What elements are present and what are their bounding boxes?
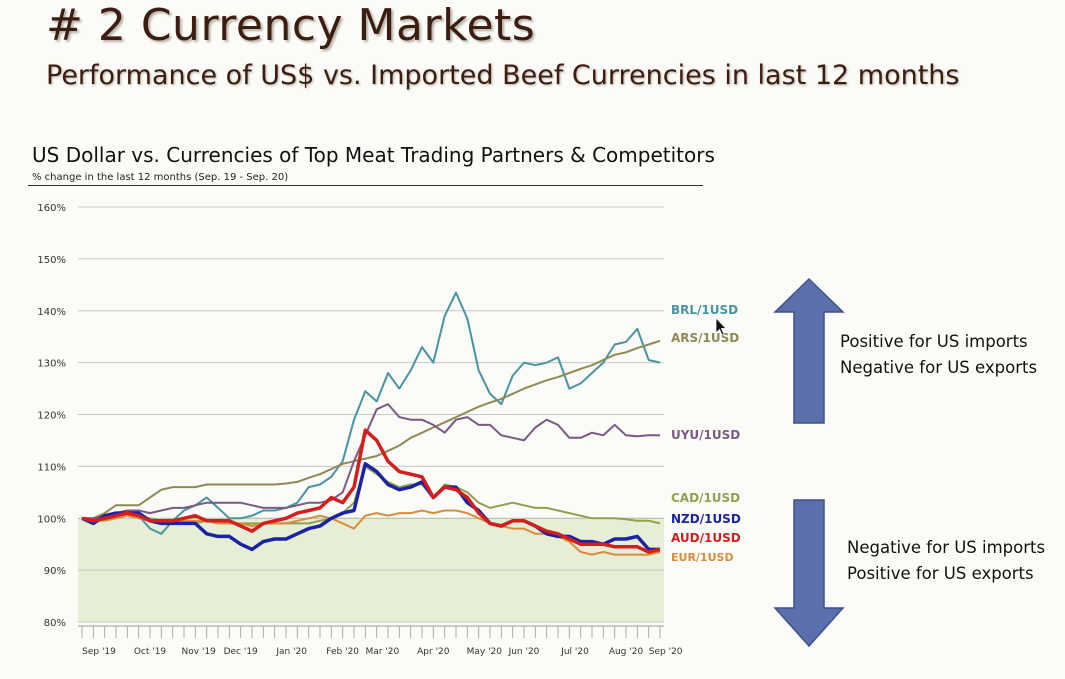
up-arrow-icon — [773, 277, 845, 424]
down-arrow-icon — [773, 499, 845, 648]
title-divider — [28, 185, 703, 186]
legend-label-nzd: NZD/1USD — [671, 512, 741, 526]
x-tick-label: Jul '20 — [560, 647, 589, 657]
x-tick-label: Sep '20 — [649, 647, 683, 657]
negative-imports-note: Negative for US imports Positive for US … — [847, 535, 1045, 587]
y-tick-label: 90% — [44, 566, 66, 577]
legend-label-brl: BRL/1USD — [671, 303, 738, 317]
x-tick-label: Sep '19 — [82, 647, 116, 657]
y-tick-label: 100% — [37, 514, 66, 525]
note-line: Positive for US exports — [847, 564, 1034, 583]
legend-label-aud: AUD/1USD — [671, 531, 741, 545]
y-tick-label: 160% — [37, 203, 66, 214]
x-tick-label: Dec '19 — [224, 647, 258, 657]
note-line: Negative for US imports — [847, 538, 1046, 557]
y-tick-label: 110% — [37, 462, 66, 473]
legend-label-eur: EUR/1USD — [671, 551, 734, 564]
series-line-brl — [81, 291, 661, 535]
y-tick-label: 80% — [44, 618, 66, 629]
series-line-ars — [82, 339, 661, 520]
legend-label-cad: CAD/1USD — [671, 491, 740, 505]
legend-label-uyu: UYU/1USD — [671, 428, 740, 442]
series-line-uyu — [82, 403, 660, 520]
series-line-aud — [81, 428, 661, 554]
chart-title: US Dollar vs. Currencies of Top Meat Tra… — [32, 143, 715, 167]
y-tick-label: 150% — [37, 255, 66, 266]
x-tick-label: Oct '19 — [134, 647, 167, 657]
x-tick-label: Feb '20 — [326, 647, 359, 657]
x-tick-label: Mar '20 — [365, 647, 399, 657]
note-line: Negative for US exports — [840, 358, 1038, 377]
chart-subtitle: % change in the last 12 months (Sep. 19 … — [32, 172, 289, 183]
y-tick-label: 120% — [37, 411, 66, 422]
legend-label-ars: ARS/1USD — [671, 331, 739, 345]
y-tick-label: 140% — [37, 307, 66, 318]
x-tick-label: Jun '20 — [508, 647, 540, 657]
positive-imports-note: Positive for US imports Negative for US … — [840, 329, 1037, 381]
y-tick-label: 130% — [37, 359, 66, 370]
x-tick-label: May '20 — [467, 647, 503, 657]
x-tick-label: Nov '19 — [182, 647, 217, 657]
x-tick-label: Apr '20 — [417, 647, 450, 657]
mouse-cursor-icon — [715, 317, 727, 336]
slide-subtitle: Performance of US$ vs. Imported Beef Cur… — [46, 60, 960, 91]
slide-title: # 2 Currency Markets — [46, 0, 536, 51]
note-line: Positive for US imports — [840, 332, 1028, 351]
x-tick-label: Jan '20 — [275, 647, 307, 657]
x-tick-label: Aug '20 — [609, 647, 644, 657]
